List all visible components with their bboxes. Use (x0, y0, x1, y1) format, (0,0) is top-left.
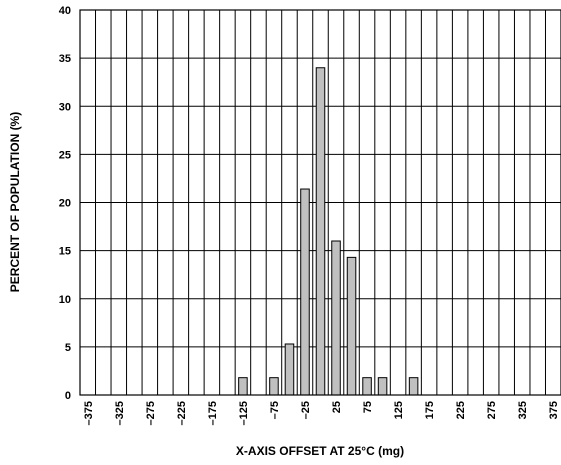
y-tick-label: 0 (65, 390, 71, 402)
bar (362, 377, 372, 396)
bar (408, 377, 419, 396)
x-tick-label: 325 (517, 401, 529, 419)
bar (238, 377, 248, 396)
x-tick-labels: –375 –325 –275 –225 –175 –125 –75 –25 25 75 125 175… (83, 401, 560, 425)
y-tick-labels: 0 5 10 15 20 25 30 35 40 (59, 5, 71, 402)
bar (300, 188, 310, 396)
bar (269, 377, 279, 396)
x-tick-label: –125 (238, 401, 250, 425)
x-tick-label: –325 (114, 401, 126, 425)
x-axis-title: X-AXIS OFFSET AT 25°C (mg) (236, 444, 404, 458)
x-tick-label: 225 (455, 401, 467, 419)
bar (377, 377, 388, 396)
y-tick-label: 10 (59, 294, 71, 306)
x-tick-label: 375 (548, 401, 560, 419)
y-tick-label: 30 (59, 101, 71, 113)
plot-frame (79, 9, 561, 396)
y-tick-label: 25 (59, 149, 71, 161)
bar (315, 67, 326, 396)
x-tick-label: –175 (207, 401, 219, 425)
y-tick-label: 20 (59, 198, 71, 210)
x-tick-label: 75 (362, 401, 374, 413)
x-tick-label: 175 (424, 401, 436, 419)
bar (284, 343, 295, 396)
bar (346, 256, 357, 396)
x-tick-label: –75 (269, 401, 281, 419)
x-tick-label: –225 (176, 401, 188, 425)
y-tick-label: 15 (59, 246, 71, 258)
x-tick-label: 275 (486, 401, 498, 419)
grid-lines (79, 9, 561, 396)
x-tick-label: 25 (331, 401, 343, 413)
y-tick-label: 40 (59, 5, 71, 17)
x-tick-label: 125 (393, 401, 405, 419)
y-axis-title: PERCENT OF POPULATION (%) (8, 112, 22, 292)
x-tick-label: –275 (145, 401, 157, 425)
x-tick-label: –25 (300, 401, 312, 419)
bar (331, 240, 341, 396)
y-tick-label: 35 (59, 53, 71, 65)
x-tick-label: –375 (83, 401, 95, 425)
y-tick-label: 5 (65, 342, 71, 354)
